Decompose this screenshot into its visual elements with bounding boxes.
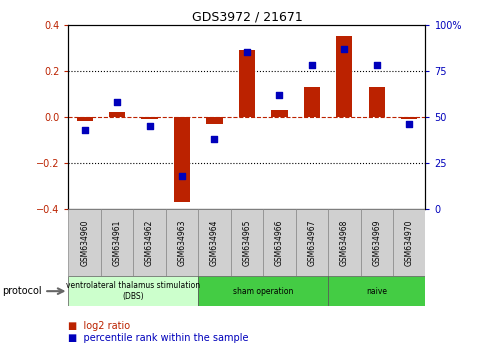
Bar <box>230 209 263 276</box>
Bar <box>368 87 384 117</box>
Text: ■  percentile rank within the sample: ■ percentile rank within the sample <box>68 333 248 343</box>
Bar <box>165 209 198 276</box>
Bar <box>295 209 327 276</box>
Point <box>307 62 315 68</box>
Text: GSM634964: GSM634964 <box>209 219 219 266</box>
Point <box>81 127 88 132</box>
Bar <box>141 117 158 119</box>
Text: protocol: protocol <box>2 286 42 296</box>
Text: GSM634970: GSM634970 <box>404 219 413 266</box>
Text: GSM634966: GSM634966 <box>274 219 284 266</box>
Bar <box>392 209 425 276</box>
Text: GSM634962: GSM634962 <box>145 219 154 266</box>
Bar <box>327 276 425 306</box>
Text: GSM634968: GSM634968 <box>339 219 348 266</box>
Bar <box>198 276 327 306</box>
Point <box>210 136 218 142</box>
Title: GDS3972 / 21671: GDS3972 / 21671 <box>191 11 302 24</box>
Point <box>405 121 412 127</box>
Text: naive: naive <box>366 287 386 296</box>
Bar <box>327 209 360 276</box>
Text: GSM634969: GSM634969 <box>371 219 381 266</box>
Bar <box>206 117 222 124</box>
Bar <box>303 87 319 117</box>
Bar <box>109 112 125 117</box>
Point <box>178 173 185 178</box>
Point <box>340 46 347 52</box>
Point <box>372 62 380 68</box>
Bar <box>174 117 190 202</box>
Bar <box>101 209 133 276</box>
Bar <box>271 110 287 117</box>
Text: ventrolateral thalamus stimulation
(DBS): ventrolateral thalamus stimulation (DBS) <box>66 281 200 301</box>
Bar <box>198 209 230 276</box>
Text: ■  log2 ratio: ■ log2 ratio <box>68 321 130 331</box>
Bar <box>77 117 93 121</box>
Text: GSM634963: GSM634963 <box>177 219 186 266</box>
Bar <box>68 276 198 306</box>
Point <box>145 123 153 129</box>
Bar <box>360 209 392 276</box>
Point <box>243 50 250 55</box>
Bar <box>238 50 255 117</box>
Point <box>275 92 283 98</box>
Bar <box>133 209 165 276</box>
Bar <box>400 117 416 119</box>
Bar <box>68 209 101 276</box>
Text: GSM634967: GSM634967 <box>307 219 316 266</box>
Text: sham operation: sham operation <box>232 287 293 296</box>
Text: GSM634961: GSM634961 <box>112 219 122 266</box>
Point <box>113 99 121 105</box>
Text: GSM634965: GSM634965 <box>242 219 251 266</box>
Text: GSM634960: GSM634960 <box>80 219 89 266</box>
Bar <box>263 209 295 276</box>
Bar <box>336 36 352 117</box>
